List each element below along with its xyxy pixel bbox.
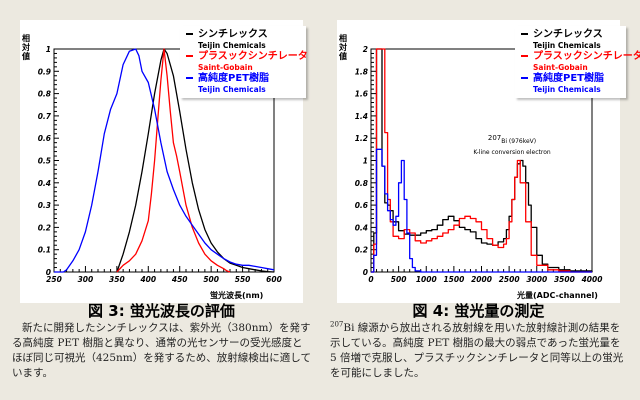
- x-tick-label: 1500: [443, 275, 464, 284]
- series-line: [116, 48, 275, 273]
- series-line: [371, 48, 593, 273]
- y-tick-label: 0: [46, 268, 51, 277]
- y-tick-label: 1.8: [355, 67, 368, 76]
- x-tick-label: 550: [235, 275, 251, 284]
- x-tick-label: 450: [172, 275, 188, 284]
- legend-swatch: [186, 33, 193, 35]
- x-tick-label: 0: [368, 275, 373, 284]
- figure4-chart: 0 0.2 0.4 0.6 0.8 1 1.2 1.4 1.6 1.8 2 0 500 1000 1500 2…: [355, 45, 603, 284]
- y-tick-label: 0.5: [38, 157, 51, 166]
- legend-item-pet-resin: 高純度PET樹脂: [521, 73, 620, 85]
- legend-label: シンチレックス: [533, 29, 603, 40]
- legend-label: プラスックシンチレータ: [533, 51, 640, 62]
- x-tick-label: 300: [78, 275, 94, 284]
- y-tick-label: 0.3: [38, 201, 51, 210]
- series-line: [371, 148, 592, 273]
- x-tick-label: 500: [391, 275, 407, 284]
- y-tick-label: 0.6: [38, 134, 51, 143]
- y-tick-label: 0: [363, 268, 368, 277]
- x-tick-label: 400: [140, 275, 156, 284]
- y-tick-label: 0.9: [38, 67, 51, 76]
- figure4-annotation: 207Bi (976keV) K-line conversion electro…: [457, 135, 567, 157]
- legend-maker: Teijin Chemicals: [533, 85, 601, 94]
- legend-label: 高純度PET樹脂: [198, 73, 269, 84]
- y-tick-label: 0.1: [38, 246, 51, 255]
- figure3-xlabel: 蛍光波長(nm): [210, 291, 264, 300]
- y-tick-label: 1: [363, 157, 368, 166]
- x-tick-label: 3000: [526, 275, 547, 284]
- legend-maker: Teijin Chemicals: [198, 41, 266, 50]
- legend-maker: Saint-Gobain: [533, 63, 588, 72]
- legend-swatch: [186, 77, 193, 79]
- figure4-caption: 図 4: 蛍光量の測定: [412, 302, 545, 320]
- y-tick-label: 0.2: [38, 223, 51, 232]
- figure4-ylabel: 相対値: [339, 34, 347, 61]
- x-tick-label: 1000: [416, 275, 437, 284]
- y-tick-label: 0.2: [355, 246, 368, 255]
- legend-item-pet-resin: 高純度PET樹脂: [186, 73, 300, 85]
- y-tick-label: 1.4: [355, 112, 368, 121]
- x-tick-label: 500: [203, 275, 219, 284]
- figure3-legend: シンチレックス Teijin Chemicals プラスックシンチレータ Sai…: [180, 26, 308, 98]
- annotation-source: Bi (976keV): [501, 138, 537, 145]
- x-tick-label: 600: [266, 275, 282, 284]
- figure4-legend: シンチレックス Teijin Chemicals プラスックシンチレータ Sai…: [515, 26, 640, 98]
- figure3-panel: 0 0.1 0.2 0.3 0.4 0.5 0.6 0.7 0.8 0.9 1 250 300 350 40…: [20, 20, 308, 303]
- y-tick-label: 1.2: [355, 134, 368, 143]
- legend-maker: Teijin Chemicals: [198, 85, 266, 94]
- legend-item-scintirex: シンチレックス: [186, 29, 300, 41]
- legend-maker: Teijin Chemicals: [533, 41, 601, 50]
- legend-item-plastic-scintillator: プラスックシンチレータ: [521, 51, 640, 63]
- series-line: [54, 48, 275, 273]
- y-tick-label: 0.4: [38, 179, 51, 188]
- legend-maker: Saint-Gobain: [198, 63, 253, 72]
- figure4-description: 207Bi 線源から放出される放射線を用いた放射線計測の結果を示している。高純度…: [330, 321, 630, 381]
- y-tick-label: 1.6: [355, 90, 368, 99]
- legend-swatch: [186, 55, 193, 57]
- description-isotope-mass: 207: [330, 320, 344, 329]
- legend-label: プラスックシンチレータ: [198, 51, 308, 62]
- figure3-caption: 図 3: 蛍光波長の評価: [88, 302, 235, 320]
- x-tick-label: 250: [46, 275, 62, 284]
- x-tick-label: 4000: [582, 275, 603, 284]
- description-text: Bi 線源から放出される放射線を用いた放射線計測の結果を示している。高純度 PE…: [330, 322, 624, 379]
- x-tick-label: 350: [109, 275, 125, 284]
- legend-label: 高純度PET樹脂: [533, 73, 604, 84]
- figure4-xlabel: 光量(ADC-channel): [517, 291, 598, 300]
- y-tick-label: 0.6: [355, 201, 368, 210]
- y-tick-label: 1: [46, 45, 51, 54]
- figure3-ylabel: 相対値: [22, 34, 30, 61]
- figure3-description: 新たに開発したシンチレックスは、紫外光（380nm）を発する高純度 PET 樹脂…: [12, 322, 311, 379]
- y-tick-label: 0.8: [355, 179, 368, 188]
- y-tick-label: 0.7: [38, 112, 52, 121]
- figure4-panel: 0 0.2 0.4 0.6 0.8 1 1.2 1.4 1.6 1.8 2 0 500 1000 1500 2…: [337, 20, 640, 303]
- annotation-line1: 207Bi (976keV): [457, 135, 567, 146]
- y-tick-label: 0.8: [38, 90, 51, 99]
- x-tick-label: 2000: [471, 275, 492, 284]
- x-tick-label: 2500: [499, 275, 520, 284]
- annotation-isotope-mass: 207: [487, 134, 502, 142]
- legend-item-plastic-scintillator: プラスックシンチレータ: [186, 51, 308, 63]
- series-line: [116, 48, 231, 273]
- legend-item-scintirex: シンチレックス: [521, 29, 620, 41]
- y-tick-label: 0.4: [355, 223, 368, 232]
- annotation-conversion: K-line conversion electron: [473, 149, 551, 156]
- y-tick-label: 2: [363, 45, 368, 54]
- legend-swatch: [521, 77, 528, 79]
- figure3-chart: 0 0.1 0.2 0.3 0.4 0.5 0.6 0.7 0.8 0.9 1 250 300 350 40…: [38, 45, 282, 284]
- legend-swatch: [521, 55, 528, 57]
- legend-swatch: [521, 33, 528, 35]
- legend-label: シンチレックス: [198, 29, 268, 40]
- x-tick-label: 3500: [554, 275, 575, 284]
